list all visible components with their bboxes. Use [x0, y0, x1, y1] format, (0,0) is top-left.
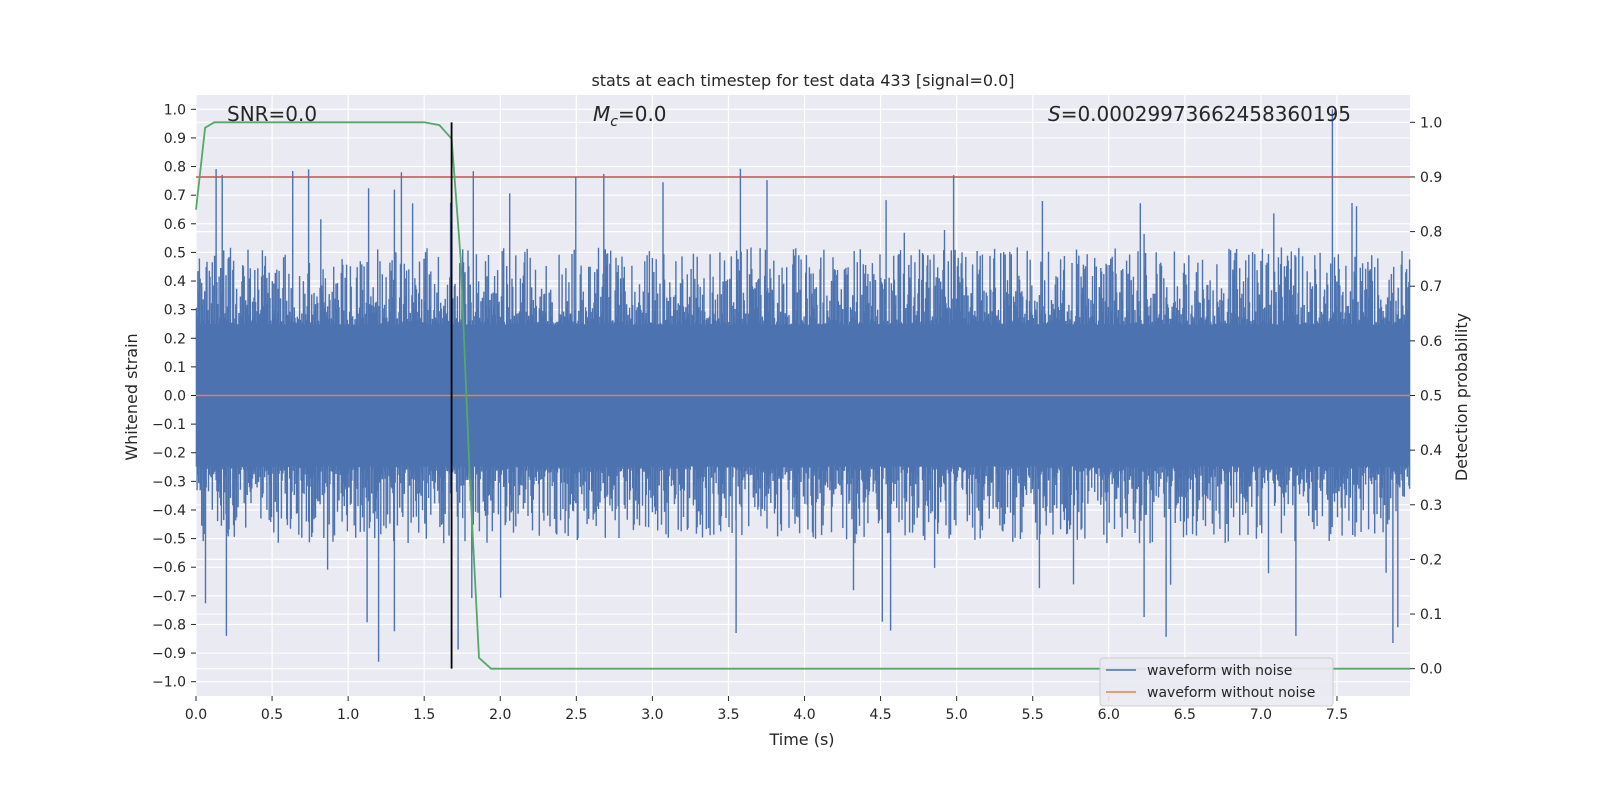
y-left-tick-label: −1.0	[152, 675, 186, 691]
x-tick-label: 4.0	[793, 707, 815, 723]
legend: waveform with noise waveform without noi…	[1099, 657, 1334, 707]
x-tick-label: 7.0	[1250, 707, 1272, 723]
y-right-tick-label: 0.6	[1420, 334, 1442, 350]
y-right-tick-label: 0.1	[1420, 607, 1442, 623]
y-left-tick-label: 0.9	[164, 131, 186, 147]
axis-ticks: 0.0 0.5 1.0 1.5 2.0 2.5 3.0 3.5 4.0 4.5 5.0 5.5 6.0 6…	[152, 102, 1442, 723]
y-right-tick-label: 0.8	[1420, 225, 1442, 241]
y-axis-right-label: Detection probability	[1452, 313, 1471, 481]
x-tick-label: 7.5	[1326, 707, 1348, 723]
y-left-tick-label: −0.7	[152, 589, 186, 605]
s-value: =0.00029973662458360195	[1061, 102, 1351, 126]
y-left-tick-label: 0.4	[164, 274, 186, 290]
y-right-tick-label: 0.4	[1420, 443, 1442, 459]
x-tick-label: 3.5	[717, 707, 739, 723]
y-right-tick-label: 0.0	[1420, 662, 1442, 678]
y-left-tick-label: 0.6	[164, 217, 186, 233]
y-left-tick-label: −0.5	[152, 532, 186, 548]
x-axis-label: Time (s)	[768, 730, 834, 749]
y-left-tick-label: 0.8	[164, 160, 186, 176]
x-tick-label: 2.5	[565, 707, 587, 723]
y-left-tick-label: 0.2	[164, 331, 186, 347]
y-left-tick-label: −0.1	[152, 417, 186, 433]
x-tick-label: 4.5	[869, 707, 891, 723]
y-right-tick-label: 0.9	[1420, 170, 1442, 186]
y-left-tick-label: −0.2	[152, 446, 186, 462]
y-left-tick-label: 1.0	[164, 102, 186, 118]
legend-label-clean: waveform without noise	[1147, 685, 1315, 701]
y-left-tick-label: −0.9	[152, 646, 186, 662]
y-left-tick-label: 0.7	[164, 188, 186, 204]
x-tick-label: 0.0	[185, 707, 207, 723]
y-right-tick-label: 0.5	[1420, 389, 1442, 405]
y-right-tick-label: 1.0	[1420, 115, 1442, 131]
y-left-tick-label: 0.1	[164, 360, 186, 376]
x-tick-label: 2.0	[489, 707, 511, 723]
s-symbol: S	[1048, 102, 1061, 126]
y-right-tick-label: 0.7	[1420, 279, 1442, 295]
legend-box	[1099, 657, 1334, 707]
y-right-tick-label: 0.2	[1420, 552, 1442, 568]
y-left-tick-label: −0.3	[152, 474, 186, 490]
x-tick-label: 6.5	[1174, 707, 1196, 723]
y-right-tick-label: 0.3	[1420, 498, 1442, 514]
y-left-tick-label: 0.5	[164, 245, 186, 261]
y-left-tick-label: −0.6	[152, 560, 186, 576]
x-tick-label: 0.5	[261, 707, 283, 723]
x-tick-label: 1.5	[413, 707, 435, 723]
y-left-tick-label: −0.4	[152, 503, 186, 519]
y-left-tick-label: −0.8	[152, 617, 186, 633]
x-tick-label: 3.0	[641, 707, 663, 723]
x-tick-label: 6.0	[1098, 707, 1120, 723]
mc-annotation: Mc=0.0	[593, 102, 667, 130]
x-tick-label: 5.5	[1022, 707, 1044, 723]
mc-value: =0.0	[618, 102, 667, 126]
mc-subscript: c	[610, 114, 618, 130]
x-tick-label: 1.0	[337, 707, 359, 723]
y-left-tick-label: 0.3	[164, 303, 186, 319]
y-left-tick-label: 0.0	[164, 389, 186, 405]
legend-label-noise: waveform with noise	[1147, 663, 1292, 679]
s-annotation: S=0.00029973662458360195	[1048, 102, 1351, 126]
y-axis-left-label: Whitened strain	[122, 333, 141, 460]
snr-annotation: SNR=0.0	[227, 102, 317, 126]
mc-symbol: M	[593, 102, 610, 126]
chart-title: stats at each timestep for test data 433…	[591, 71, 1014, 90]
x-tick-label: 5.0	[946, 707, 968, 723]
